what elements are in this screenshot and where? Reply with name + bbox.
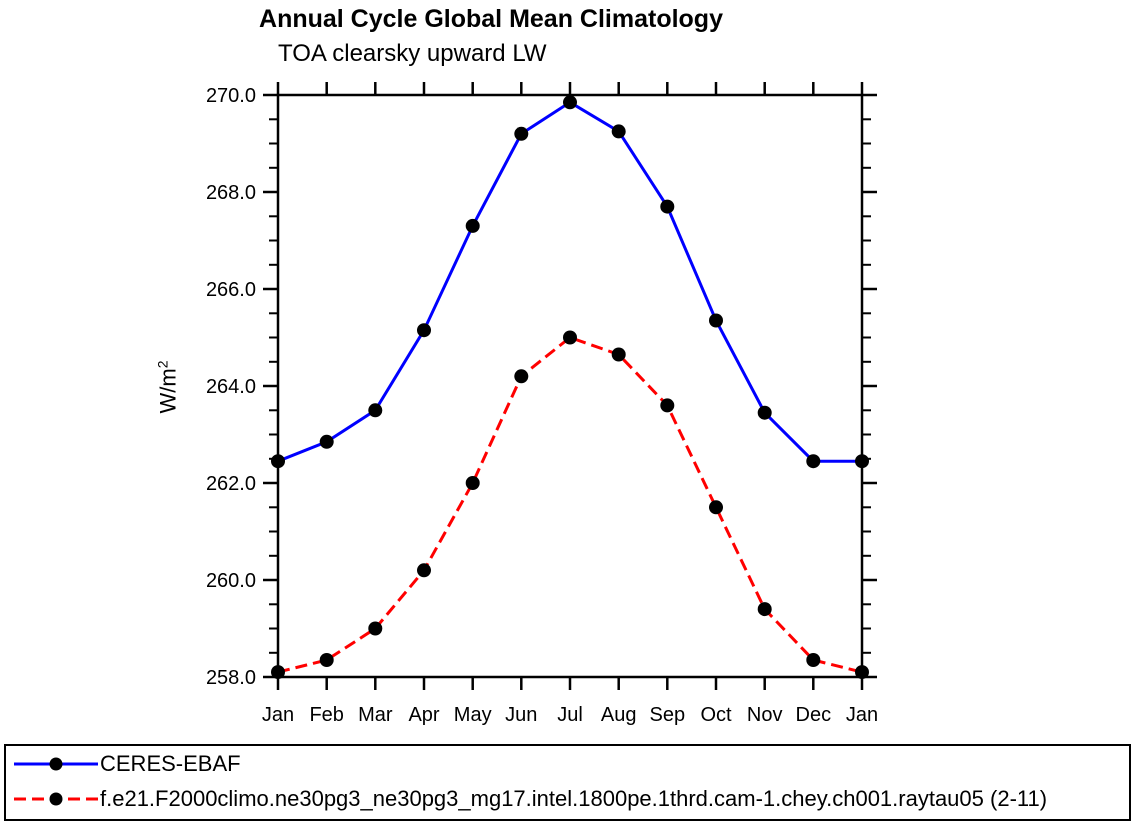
data-point: [855, 665, 869, 680]
data-point: [514, 126, 529, 141]
legend-sample-marker: [49, 792, 63, 805]
x-tick-label: Apr: [408, 704, 439, 726]
data-point: [368, 403, 383, 418]
x-tick-label: Feb: [309, 704, 343, 726]
data-point: [709, 500, 723, 515]
x-tick-label: Dec: [796, 704, 832, 726]
data-point: [611, 347, 626, 362]
data-point: [271, 665, 285, 680]
legend: CERES-EBAF f.e21.F2000climo.ne30pg3_ne30…: [4, 744, 1131, 821]
x-tick-label: Nov: [747, 704, 783, 726]
y-tick-label: 268.0: [206, 182, 256, 204]
data-point: [319, 653, 334, 667]
series-line-1: [277, 335, 863, 674]
chart-title: Annual Cycle Global Mean Climatology: [259, 5, 723, 33]
y-tick-label: 260.0: [206, 570, 256, 592]
data-point: [417, 323, 431, 338]
data-point: [563, 95, 577, 110]
y-tick-label: 258.0: [206, 667, 256, 689]
x-tick-label: Jan: [846, 704, 878, 726]
data-point: [514, 369, 529, 384]
plot-area: 258.0 260.0 262.0 264.0 266.0 268.0 270.0 Jan Fe…: [206, 82, 878, 726]
data-point: [806, 454, 821, 469]
y-tick-label: 266.0: [206, 279, 256, 301]
x-tick-label: Oct: [700, 704, 732, 726]
data-point: [563, 330, 577, 345]
data-point: [271, 454, 285, 469]
data-point: [660, 398, 675, 413]
data-point: [465, 476, 480, 490]
x-tick-label: Jun: [505, 704, 537, 726]
data-point: [757, 602, 772, 617]
legend-label-model: f.e21.F2000climo.ne30pg3_ne30pg3_mg17.in…: [100, 785, 1048, 811]
data-point: [806, 653, 821, 667]
chart-subtitle: TOA clearsky upward LW: [278, 40, 547, 67]
x-tick-label: May: [454, 704, 492, 726]
x-tick-label: Sep: [650, 704, 686, 726]
x-tick-label: Jan: [262, 704, 294, 726]
data-point: [709, 313, 723, 328]
data-point: [319, 434, 334, 449]
legend-sample-marker: [49, 757, 63, 770]
x-tick-label: Aug: [601, 704, 637, 726]
series-line-0: [277, 100, 862, 463]
data-point: [757, 405, 772, 420]
y-tick-label: 262.0: [206, 473, 256, 495]
legend-line-sample-dashed: [14, 792, 98, 805]
legend-line-sample-solid: [14, 757, 98, 770]
data-point: [368, 621, 383, 636]
data-point: [465, 218, 480, 233]
data-point: [611, 124, 626, 139]
data-point: [660, 199, 675, 214]
x-tick-label: Jul: [557, 704, 583, 726]
data-point: [855, 454, 869, 469]
legend-label-obs: CERES-EBAF: [100, 750, 241, 776]
y-tick-label: 264.0: [206, 376, 256, 398]
plot-frame: [276, 93, 864, 679]
x-tick-label: Mar: [358, 704, 393, 726]
legend-row-model: f.e21.F2000climo.ne30pg3_ne30pg3_mg17.in…: [6, 781, 1129, 816]
y-tick-label: 270.0: [206, 85, 256, 107]
data-point: [417, 563, 431, 578]
legend-row-obs: CERES-EBAF: [6, 746, 1129, 781]
